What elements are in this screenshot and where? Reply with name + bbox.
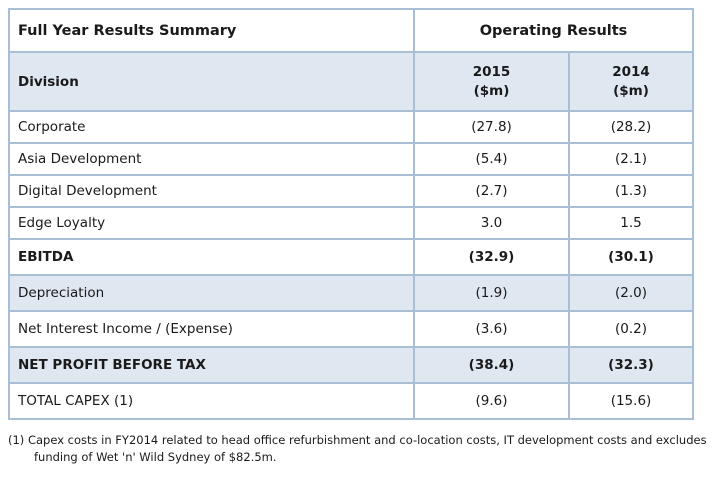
value-2015: 3.0 [413,206,570,240]
value-2014: (1.3) [568,174,694,208]
table-title: Full Year Results Summary [8,8,415,53]
operating-results-header: Operating Results [413,8,694,53]
table-row-edge-loyalty: Edge Loyalty 3.0 1.5 [8,206,694,240]
value-2015: (1.9) [413,274,570,312]
column-header-2015: 2015 ($m) [413,51,570,112]
value-2014: (30.1) [568,238,694,276]
table-row-digital-development: Digital Development (2.7) (1.3) [8,174,694,208]
value-2015: (9.6) [413,382,570,420]
column-header-2014: 2014 ($m) [568,51,694,112]
row-label: Corporate [8,110,415,144]
column-header-2014-year: 2014 [612,63,650,80]
column-header-2014-unit: ($m) [613,82,649,99]
value-2014: (28.2) [568,110,694,144]
value-2015: (32.9) [413,238,570,276]
row-label: Digital Development [8,174,415,208]
value-2015: (27.8) [413,110,570,144]
row-label: Net Interest Income / (Expense) [8,310,415,348]
table-row-corporate: Corporate (27.8) (28.2) [8,110,694,144]
value-2014: (2.0) [568,274,694,312]
results-summary-table: Full Year Results Summary Operating Resu… [8,8,694,420]
column-header-row: Division 2015 ($m) 2014 ($m) [8,51,694,112]
table-row-net-interest: Net Interest Income / (Expense) (3.6) (0… [8,310,694,348]
row-label: Depreciation [8,274,415,312]
value-2015: (5.4) [413,142,570,176]
table-row-net-profit-before-tax: NET PROFIT BEFORE TAX (38.4) (32.3) [8,346,694,384]
row-label: NET PROFIT BEFORE TAX [8,346,415,384]
value-2014: (2.1) [568,142,694,176]
value-2014: (0.2) [568,310,694,348]
value-2014: (15.6) [568,382,694,420]
row-label: TOTAL CAPEX (1) [8,382,415,420]
value-2014: (32.3) [568,346,694,384]
table-title-row: Full Year Results Summary Operating Resu… [8,8,694,53]
table-row-asia-development: Asia Development (5.4) (2.1) [8,142,694,176]
value-2015: (2.7) [413,174,570,208]
table-row-depreciation: Depreciation (1.9) (2.0) [8,274,694,312]
value-2015: (38.4) [413,346,570,384]
row-label: EBITDA [8,238,415,276]
table-row-total-capex: TOTAL CAPEX (1) (9.6) (15.6) [8,382,694,420]
row-label: Edge Loyalty [8,206,415,240]
row-label: Asia Development [8,142,415,176]
value-2014: 1.5 [568,206,694,240]
table-row-ebitda: EBITDA (32.9) (30.1) [8,238,694,276]
footnote-line-2: funding of Wet 'n' Wild Sydney of $82.5m… [34,450,277,464]
division-header: Division [8,51,415,112]
value-2015: (3.6) [413,310,570,348]
column-header-2015-year: 2015 [472,63,511,80]
column-header-2015-unit: ($m) [473,82,510,99]
footnote: (1) Capex costs in FY2014 related to hea… [8,432,708,466]
footnote-line-1: (1) Capex costs in FY2014 related to hea… [8,433,707,447]
